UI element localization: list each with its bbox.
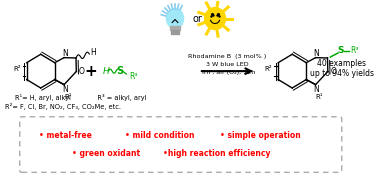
Text: R³: R³ [129, 72, 137, 81]
Text: •high reaction efficiency: •high reaction efficiency [163, 149, 270, 158]
Text: • green oxidant: • green oxidant [72, 149, 140, 158]
Circle shape [204, 8, 226, 29]
Text: up to 94% yields: up to 94% yields [310, 69, 374, 78]
Text: R¹: R¹ [316, 93, 323, 100]
Text: 40 examples: 40 examples [317, 59, 366, 68]
Text: R¹: R¹ [64, 93, 72, 100]
Bar [171, 30, 179, 34]
Text: S: S [338, 46, 344, 55]
Text: S: S [116, 66, 123, 76]
Text: +: + [85, 64, 98, 79]
Text: • mild condition: • mild condition [124, 131, 194, 140]
FancyBboxPatch shape [20, 117, 342, 172]
Text: H: H [90, 48, 96, 56]
Text: R¹= H, aryl, alkyl: R¹= H, aryl, alkyl [15, 94, 71, 101]
Text: R³: R³ [350, 46, 358, 55]
Text: Rhodamine B  (3 mol% ): Rhodamine B (3 mol% ) [188, 54, 266, 59]
Bar [170, 27, 180, 30]
Text: N: N [314, 85, 319, 94]
Text: • simple operation: • simple operation [220, 131, 301, 140]
Text: H: H [103, 67, 110, 76]
Text: O: O [331, 67, 336, 76]
Text: R³ = alkyl, aryl: R³ = alkyl, aryl [91, 94, 147, 101]
Text: or: or [193, 14, 203, 24]
Text: R²: R² [13, 66, 21, 72]
Text: R²= F, Cl, Br, NO₂, CF₃, CO₂Me, etc.: R²= F, Cl, Br, NO₂, CF₃, CO₂Me, etc. [5, 103, 121, 110]
Text: 3 W blue LED: 3 W blue LED [206, 62, 249, 67]
Ellipse shape [166, 9, 184, 29]
Text: N: N [62, 49, 68, 58]
Text: THF, air (O₂), 12h: THF, air (O₂), 12h [200, 70, 255, 75]
Text: N: N [314, 49, 319, 58]
Text: O: O [79, 67, 85, 76]
Text: R²: R² [265, 66, 272, 72]
Text: • metal-free: • metal-free [39, 131, 92, 140]
Text: N: N [62, 85, 68, 94]
